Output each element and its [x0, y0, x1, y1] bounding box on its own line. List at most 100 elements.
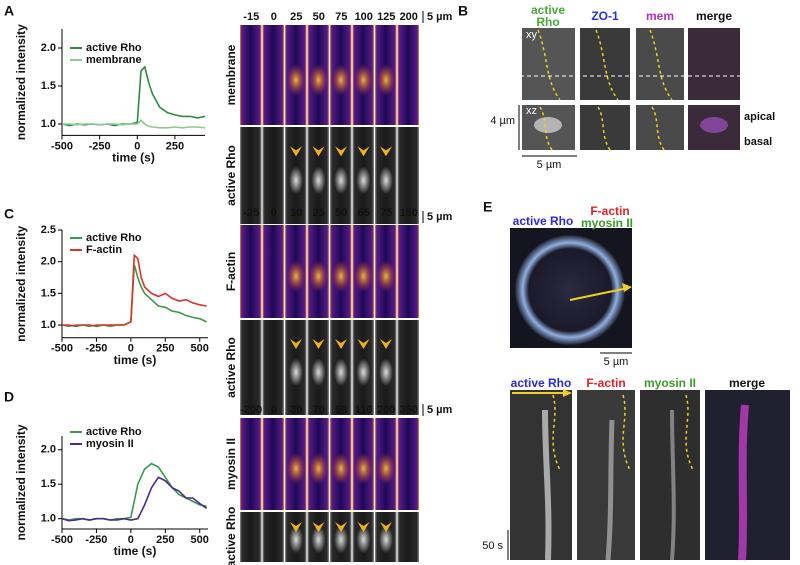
time-label: -15 — [243, 11, 259, 23]
time-label: -25 — [243, 207, 259, 219]
signal — [379, 166, 393, 195]
image-frame — [397, 512, 419, 562]
time-label: 25 — [313, 207, 325, 219]
scale-label: 5 µm — [537, 159, 562, 171]
time-label: -200 — [240, 404, 262, 416]
view-label: xz — [526, 105, 537, 117]
image-frame — [262, 512, 284, 562]
legend-label: active Rho — [86, 42, 142, 54]
arrowhead — [335, 146, 347, 157]
signal — [379, 525, 393, 554]
x-axis-label: time (s) — [112, 151, 155, 165]
image-frame — [262, 127, 284, 224]
side-label: basal — [744, 136, 772, 148]
channel-label: myosin II — [644, 376, 696, 390]
legend-label: active Rho — [86, 232, 142, 244]
signal — [287, 64, 305, 96]
y-axis-label: normalized intensity — [14, 24, 28, 140]
signal — [354, 260, 373, 293]
image-frame — [240, 25, 262, 125]
time-label: 350 — [400, 404, 418, 416]
y-tick-label: 1.0 — [41, 118, 56, 130]
signal — [334, 525, 348, 554]
image-frame — [240, 512, 262, 562]
scale-label: 5 µm — [427, 211, 453, 223]
x-tick-label: 250 — [156, 343, 174, 355]
scale-label: 4 µm — [490, 115, 515, 127]
signal — [289, 358, 303, 387]
time-label: 75 — [380, 207, 392, 219]
image-frame — [240, 418, 262, 510]
signal — [311, 525, 326, 554]
signal — [334, 166, 348, 195]
arrowhead — [380, 522, 392, 532]
signal — [332, 64, 350, 96]
image-frame — [397, 25, 419, 125]
series-line — [62, 119, 206, 129]
series-line — [61, 65, 206, 127]
signal — [309, 452, 328, 485]
signal — [311, 358, 326, 387]
x-tick-label: -500 — [51, 343, 73, 355]
time-label: 70 — [313, 404, 325, 416]
signal — [377, 452, 395, 485]
y-tick-label: 1.5 — [41, 80, 56, 92]
x-axis-label: time (s) — [114, 353, 157, 367]
y-tick-label: 2.0 — [41, 444, 56, 456]
time-label: 65 — [358, 207, 370, 219]
signal — [377, 64, 395, 96]
x-tick-label: -250 — [85, 534, 107, 546]
y-tick-label: 2.0 — [41, 256, 56, 268]
time-label: 90 — [335, 404, 347, 416]
x-tick-label: 500 — [191, 534, 209, 546]
x-tick-label: 250 — [156, 534, 174, 546]
y-tick-label: 2.0 — [41, 42, 56, 54]
series-line — [61, 476, 208, 522]
image-frame — [262, 418, 284, 510]
time-label: 75 — [335, 11, 347, 23]
row-label: F-actin — [224, 252, 238, 291]
signal — [289, 525, 303, 554]
panel-b-images — [518, 28, 742, 157]
time-label: 50 — [313, 11, 325, 23]
image-frame — [397, 418, 419, 510]
panel-label: A — [4, 3, 14, 19]
column-header: active Rho — [530, 3, 566, 29]
y-tick-label: 1.0 — [41, 513, 56, 525]
scale-label: 5 µm — [427, 11, 453, 23]
time-label: 150 — [400, 207, 418, 219]
series-line — [62, 253, 207, 328]
x-tick-label: 0 — [134, 140, 140, 152]
y-axis-label: normalized intensity — [14, 424, 28, 540]
arrowhead — [290, 339, 302, 349]
time-label: 200 — [377, 404, 395, 416]
y-tick-label: 2.5 — [41, 224, 56, 236]
signal — [309, 64, 328, 96]
row-label: membrane — [224, 44, 238, 105]
x-axis-label: time (s) — [114, 544, 157, 558]
side-label: apical — [744, 111, 775, 123]
time-label: 25 — [290, 11, 302, 23]
image-frame — [397, 225, 419, 318]
signal — [289, 166, 303, 195]
legend-label: active Rho — [86, 426, 142, 438]
arrowhead — [290, 522, 302, 532]
x-tick-label: -250 — [85, 343, 107, 355]
arrowhead — [357, 146, 370, 157]
row-label: myosin II — [224, 438, 238, 490]
arrowhead — [380, 146, 392, 157]
panel-label: C — [4, 206, 14, 222]
signal — [356, 166, 371, 195]
arrowhead — [357, 522, 370, 532]
arrowhead — [312, 146, 325, 157]
row-label: active Rho — [224, 507, 238, 565]
column-header: mem — [645, 9, 674, 23]
row-label: active Rho — [224, 145, 238, 206]
signal — [356, 525, 371, 554]
time-label: 0 — [271, 404, 277, 416]
legend-label: F-actin — [86, 244, 122, 256]
legend-label: membrane — [86, 54, 142, 66]
x-tick-label: 0 — [128, 534, 134, 546]
series-line — [61, 264, 207, 328]
channel-label: active Rho — [513, 214, 574, 228]
